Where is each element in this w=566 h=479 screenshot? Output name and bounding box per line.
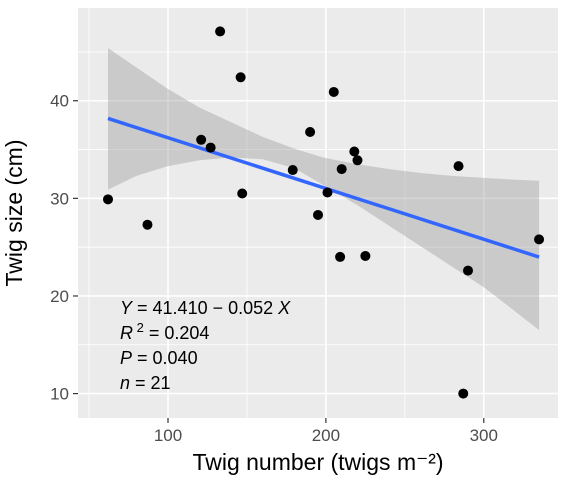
y-tick-label: 40 <box>50 92 69 111</box>
data-point <box>458 388 469 399</box>
data-point <box>196 134 207 145</box>
data-point <box>349 146 360 157</box>
y-axis-title: Twig size (cm) <box>1 140 27 287</box>
annotation-line: Y = 41.410 − 0.052 X <box>120 298 291 318</box>
x-tick-label: 200 <box>312 426 340 445</box>
y-tick-label: 30 <box>50 189 69 208</box>
y-tick-label: 10 <box>50 385 69 404</box>
data-point <box>237 188 248 199</box>
regression-annotations: Y = 41.410 − 0.052 XR 2 = 0.204 P = 0.040… <box>120 298 291 393</box>
data-point <box>305 126 316 137</box>
data-point <box>336 164 347 175</box>
x-axis-title: Twig number (twigs m⁻²) <box>192 449 443 475</box>
data-point <box>142 219 153 230</box>
data-point <box>287 165 298 176</box>
data-point <box>335 251 346 262</box>
annotation-line: P = 0.040 <box>120 348 198 368</box>
data-point <box>453 161 464 172</box>
data-point <box>328 86 339 97</box>
data-point <box>322 187 333 198</box>
major-gridlines <box>78 8 558 418</box>
regression-line <box>107 116 540 259</box>
annotation-line: n = 21 <box>120 373 171 393</box>
data-point <box>352 155 363 166</box>
data-point <box>360 250 371 261</box>
y-axis-ticks: 10 20 30 40 <box>50 92 78 404</box>
data-point <box>313 209 323 220</box>
y-tick-label: 20 <box>50 287 69 306</box>
data-point <box>463 265 473 276</box>
data-point <box>534 234 545 245</box>
x-tick-label: 100 <box>154 426 182 445</box>
data-point <box>103 194 113 205</box>
x-tick-label: 300 <box>470 426 498 445</box>
annotation-line: R 2 = 0.204 <box>120 320 209 343</box>
data-points <box>103 26 545 399</box>
confidence-band <box>108 48 540 331</box>
data-point <box>235 72 246 83</box>
data-point <box>215 26 226 37</box>
data-point <box>205 142 216 153</box>
x-axis-ticks: 100 200 300 <box>154 418 498 445</box>
